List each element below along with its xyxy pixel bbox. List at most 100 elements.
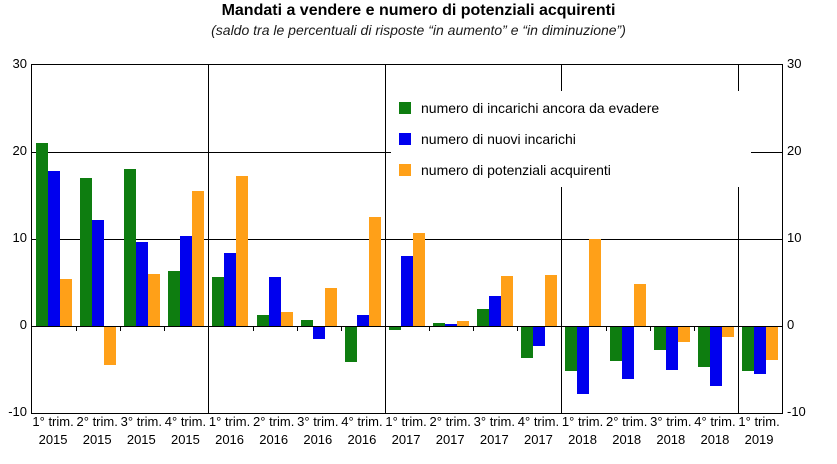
x-category-label: 2° trim. 2015 (75, 413, 119, 453)
bar-series1-q15 (709, 327, 722, 387)
x-tick (693, 326, 695, 331)
x-category-label: 1° trim. 2016 (208, 413, 252, 453)
chart-subtitle: (saldo tra le percentuali di risposte “i… (211, 22, 626, 38)
bar-series2-q16 (765, 327, 778, 361)
chart-title: Mandati a vendere e numero di potenziali… (221, 2, 616, 19)
x-label-year: 2015 (38, 432, 68, 447)
bar-series0-q16 (741, 327, 754, 371)
legend-label: numero di potenziali acquirenti (421, 161, 611, 178)
bar-series1-q3 (180, 235, 193, 326)
bar-series0-q3 (168, 271, 181, 326)
year-separator-line (561, 65, 563, 413)
x-label-quarter: 1° trim. (561, 414, 604, 429)
bar-series2-q9 (457, 320, 470, 326)
bar-series2-q4 (236, 176, 249, 326)
y-tick-label: 20 (12, 143, 27, 158)
bar-series0-q2 (124, 169, 137, 326)
bar-series2-q12 (589, 239, 602, 326)
year-separator-line (208, 65, 210, 413)
bar-series1-q7 (356, 314, 369, 326)
y-tick-label: 30 (787, 56, 802, 71)
x-label-year: 2016 (259, 432, 289, 447)
x-category-label: 3° trim. 2017 (472, 413, 516, 453)
bar-series2-q7 (368, 217, 381, 326)
bar-series2-q1 (104, 327, 117, 366)
bar-series1-q11 (533, 327, 546, 347)
bar-series0-q15 (697, 327, 710, 368)
bar-series1-q9 (445, 324, 458, 326)
x-label-quarter: 2° trim. (429, 414, 471, 429)
x-label-quarter: 3° trim. (120, 414, 162, 429)
legend-item: numero di nuovi incarichi (399, 131, 751, 147)
bar-series0-q14 (653, 327, 666, 351)
x-label-quarter: 1° trim. (385, 414, 427, 429)
legend-label: numero di incarichi ancora da evadere (421, 100, 660, 117)
year-separator-line (737, 65, 739, 413)
x-category-label: 3° trim. 2015 (119, 413, 163, 453)
bar-series0-q10 (477, 308, 490, 326)
bar-series1-q5 (268, 277, 281, 326)
x-axis-labels: 1° trim. 2015 2° trim. 2015 3° trim. 2015 4° t… (31, 413, 781, 453)
x-label-quarter: 3° trim. (297, 414, 339, 429)
x-tick (252, 326, 254, 331)
x-label-year: 2018 (656, 432, 686, 447)
plot-area: numero di incarichi ancora da evadere nu… (31, 64, 783, 414)
x-category-label: 4° trim. 2018 (693, 413, 737, 453)
x-label-year: 2015 (82, 432, 112, 447)
y-tick-label: 20 (787, 143, 802, 158)
bar-series0-q1 (80, 178, 93, 326)
bar-series0-q4 (212, 277, 225, 326)
x-label-year: 2018 (612, 432, 642, 447)
x-category-label: 4° trim. 2017 (516, 413, 560, 453)
bar-series1-q4 (224, 252, 237, 326)
bar-series2-q10 (501, 275, 514, 326)
legend-swatch-orange (399, 163, 411, 176)
legend-item: numero di incarichi ancora da evadere (399, 100, 751, 116)
x-category-label: 1° trim. 2017 (384, 413, 428, 453)
x-label-quarter: 1° trim. (738, 414, 780, 429)
bar-series1-q12 (577, 327, 590, 394)
x-label-year: 2017 (391, 432, 421, 447)
x-label-quarter: 4° trim. (164, 414, 207, 429)
bar-series1-q14 (665, 327, 678, 370)
bar-series1-q0 (48, 171, 60, 326)
x-category-label: 1° trim. 2015 (31, 413, 75, 453)
x-label-year: 2016 (215, 432, 245, 447)
x-label-quarter: 2° trim. (253, 414, 295, 429)
x-label-year: 2017 (435, 432, 465, 447)
year-separator-line (384, 65, 386, 413)
x-tick (473, 326, 475, 331)
bar-series1-q10 (489, 295, 502, 326)
y-tick-label: 0 (787, 317, 795, 332)
gridline (32, 239, 782, 240)
bar-series2-q0 (60, 279, 72, 326)
bar-series2-q11 (545, 274, 558, 326)
bar-series1-q16 (753, 327, 766, 374)
x-category-label: 2° trim. 2016 (252, 413, 296, 453)
x-tick (208, 326, 210, 331)
legend-label: numero di nuovi incarichi (421, 130, 576, 147)
bar-series2-q5 (280, 312, 293, 326)
bar-series1-q6 (312, 327, 325, 340)
x-label-year: 2017 (479, 432, 509, 447)
x-label-quarter: 1° trim. (32, 414, 74, 429)
x-tick (649, 326, 651, 331)
x-label-quarter: 2° trim. (76, 414, 118, 429)
x-label-year: 2016 (303, 432, 333, 447)
y-tick-label: -10 (787, 404, 806, 419)
x-label-quarter: 3° trim. (473, 414, 515, 429)
x-tick (164, 326, 166, 331)
y-tick-label: 10 (12, 230, 27, 245)
bar-series0-q9 (433, 323, 446, 326)
x-label-year: 2018 (568, 432, 598, 447)
x-tick (561, 326, 563, 331)
x-label-year: 2015 (170, 432, 200, 447)
x-label-quarter: 4° trim. (341, 414, 383, 429)
bar-series0-q7 (344, 327, 357, 362)
x-tick (76, 326, 78, 331)
x-tick (517, 326, 519, 331)
x-category-label: 4° trim. 2015 (163, 413, 207, 453)
x-tick (384, 326, 386, 331)
x-tick (737, 326, 739, 331)
